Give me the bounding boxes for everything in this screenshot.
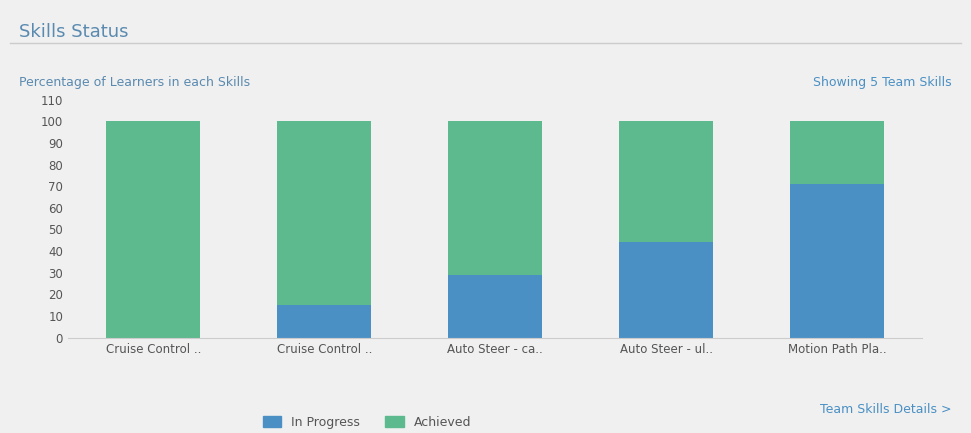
Bar [449, 121, 542, 275]
Bar [619, 242, 713, 338]
Legend: In Progress, Achieved: In Progress, Achieved [257, 410, 477, 433]
Bar [449, 275, 542, 338]
Text: Percentage of Learners in each Skills: Percentage of Learners in each Skills [19, 76, 251, 89]
Bar [278, 121, 371, 305]
Bar [619, 121, 713, 242]
Text: Skills Status: Skills Status [19, 23, 129, 42]
Text: Team Skills Details >: Team Skills Details > [820, 403, 952, 416]
Bar [107, 121, 200, 338]
Text: Showing 5 Team Skills: Showing 5 Team Skills [813, 90, 952, 103]
Bar [790, 121, 884, 184]
Text: Showing 5 Team Skills: Showing 5 Team Skills [813, 76, 952, 89]
Bar [278, 305, 371, 338]
Bar [790, 184, 884, 338]
